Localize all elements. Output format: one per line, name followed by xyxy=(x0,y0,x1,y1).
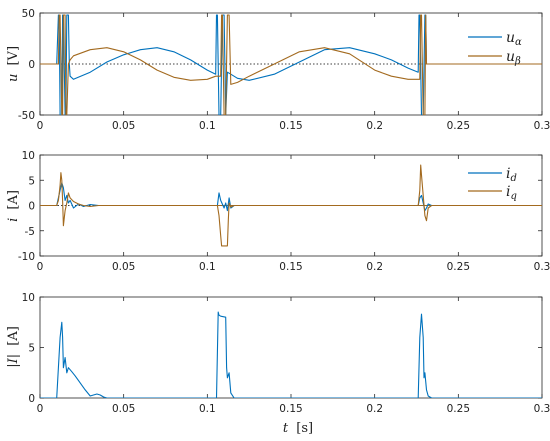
series-line-i-d xyxy=(40,182,542,209)
x-tick-label: 0.1 xyxy=(199,261,216,273)
x-tick-label: 0.15 xyxy=(279,120,302,132)
current-y-label-var: i xyxy=(6,218,21,222)
magnitude-y-label: |I| [A] xyxy=(6,326,21,368)
y-tick-label: -10 xyxy=(18,251,35,263)
voltage-y-label: u [V] xyxy=(6,46,21,82)
current-y-label: i [A] xyxy=(6,190,21,222)
series-line-segment-2 xyxy=(214,192,235,212)
x-tick-label: 0.1 xyxy=(199,403,216,415)
x-tick-label: 0.2 xyxy=(366,120,383,132)
current-y-label-unit: [A] xyxy=(6,190,21,210)
legend-u-beta-sub: β xyxy=(514,56,521,67)
x-tick-label: 0.05 xyxy=(112,120,135,132)
legend-i-q-var: i xyxy=(506,184,510,200)
y-tick-label: 0 xyxy=(28,59,35,71)
x-tick-label: 0.25 xyxy=(447,120,470,132)
current-legend: id iq xyxy=(468,166,517,202)
x-tick-label: 0.15 xyxy=(279,261,302,273)
current-magnitude-panel: 0 0.05 0.1 0.15 0.2 0.25 0.3 0 5 10 xyxy=(22,292,550,415)
y-tick-label: 0 xyxy=(28,393,35,405)
magnitude-y-label-unit: [A] xyxy=(6,326,21,346)
y-tick-label: 10 xyxy=(22,150,35,162)
x-tick-label: 0.3 xyxy=(534,120,550,132)
x-tick-label: 0 xyxy=(37,120,44,132)
x-tick-label: 0.25 xyxy=(447,403,470,415)
series-group xyxy=(40,311,542,398)
x-tick-label: 0.3 xyxy=(534,403,550,415)
series-line-segment-0 xyxy=(40,311,542,398)
y-tick-label: 0 xyxy=(28,201,35,213)
x-tick-label: 0 xyxy=(37,403,44,415)
x-tick-label: 0.25 xyxy=(447,261,470,273)
x-tick-label: 0.05 xyxy=(112,403,135,415)
voltage-legend: uα uβ xyxy=(468,30,522,67)
legend-u-alpha-sub: α xyxy=(515,37,522,48)
series-group xyxy=(40,164,542,247)
magnitude-y-label-var: |I| xyxy=(6,354,21,368)
y-tick-label: 50 xyxy=(22,8,35,20)
legend-i-q-sub: q xyxy=(510,191,516,202)
legend-label-u-beta: uβ xyxy=(506,49,521,67)
x-tick-label: 0 xyxy=(37,261,44,273)
voltage-y-label-var: u xyxy=(6,74,21,82)
time-x-label-unit: [s] xyxy=(296,421,313,436)
y-tick-label: 10 xyxy=(22,292,35,304)
y-tick-label: 5 xyxy=(28,343,35,355)
legend-i-d-sub: d xyxy=(510,173,516,184)
legend-u-beta-var: u xyxy=(506,49,515,65)
time-x-label-var: t xyxy=(283,421,289,436)
y-tick-label: 5 xyxy=(28,175,35,187)
x-tick-label: 0.3 xyxy=(534,261,550,273)
y-tick-label: -5 xyxy=(25,226,35,238)
legend-u-alpha-var: u xyxy=(506,30,515,46)
voltage-y-label-unit: [V] xyxy=(6,46,21,66)
x-tick-label: 0.05 xyxy=(112,261,135,273)
legend-label-i-q: iq xyxy=(506,184,517,202)
legend-i-d-var: i xyxy=(506,166,510,182)
series-line-u-α xyxy=(40,14,542,115)
x-tick-label: 0.2 xyxy=(366,261,383,273)
legend-label-i-d: id xyxy=(506,166,517,184)
legend-label-u-alpha: uα xyxy=(506,30,522,48)
series-line-i-q xyxy=(40,172,542,227)
x-tick-label: 0.1 xyxy=(199,120,216,132)
x-tick-label: 0.2 xyxy=(366,403,383,415)
series-group xyxy=(40,14,542,115)
current-dq-panel: 0 0.05 0.1 0.15 0.2 0.25 0.3 -10 -5 0 5 10 xyxy=(18,150,550,273)
axes-frame xyxy=(39,296,543,399)
time-x-label: t [s] xyxy=(283,421,313,436)
series-line-segment-3 xyxy=(214,202,235,247)
series-line-segment-5 xyxy=(414,164,432,222)
series-line-u-β xyxy=(40,14,542,115)
y-tick-label: -50 xyxy=(18,110,35,122)
x-tick-label: 0.15 xyxy=(279,403,302,415)
